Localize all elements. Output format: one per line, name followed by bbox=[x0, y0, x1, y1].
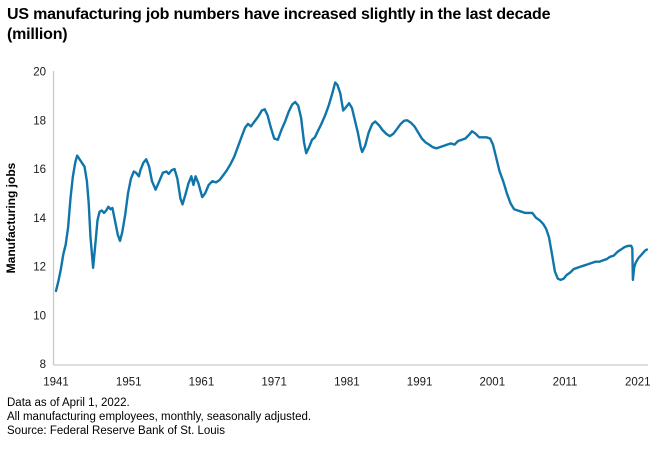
x-tick-label: 2011 bbox=[553, 377, 578, 389]
x-tick-label: 1951 bbox=[116, 377, 142, 389]
chart-title-line2: (million) bbox=[7, 26, 68, 43]
x-tick-label: 2021 bbox=[625, 377, 651, 389]
footer-source: Source: Federal Reserve Bank of St. Loui… bbox=[7, 425, 225, 437]
y-tick-label: 10 bbox=[33, 310, 46, 322]
x-tick-label: 1981 bbox=[334, 377, 360, 389]
x-axis-tick-labels: 1941 1951 1961 1971 1981 1991 2001 2011 2021 bbox=[43, 377, 650, 389]
y-tick-label: 18 bbox=[33, 115, 46, 127]
y-tick-label: 20 bbox=[33, 67, 46, 79]
y-tick-label: 16 bbox=[33, 164, 46, 176]
y-axis-title: Manufacturing jobs bbox=[4, 162, 18, 273]
chart-title: US manufacturing job numbers have increa… bbox=[7, 5, 652, 45]
x-tick-label: 1941 bbox=[43, 377, 69, 389]
footer-series-note: All manufacturing employees, monthly, se… bbox=[7, 411, 312, 423]
y-tick-label: 12 bbox=[33, 262, 46, 274]
footer-data-as-of: Data as of April 1, 2022. bbox=[7, 397, 130, 409]
y-tick-label: 14 bbox=[33, 213, 46, 225]
x-tick-label: 1991 bbox=[407, 377, 433, 389]
y-axis-tick-labels: 8 10 12 14 16 18 20 bbox=[33, 67, 46, 372]
y-tick-label: 8 bbox=[40, 359, 46, 371]
chart-footer: Data as of April 1, 2022. All manufactur… bbox=[7, 396, 652, 438]
data-line bbox=[54, 81, 649, 293]
x-tick-label: 1971 bbox=[261, 377, 287, 389]
x-tick-label: 2001 bbox=[480, 377, 506, 389]
x-tick-label: 1961 bbox=[189, 377, 215, 389]
chart-title-line1: US manufacturing job numbers have increa… bbox=[7, 6, 551, 23]
